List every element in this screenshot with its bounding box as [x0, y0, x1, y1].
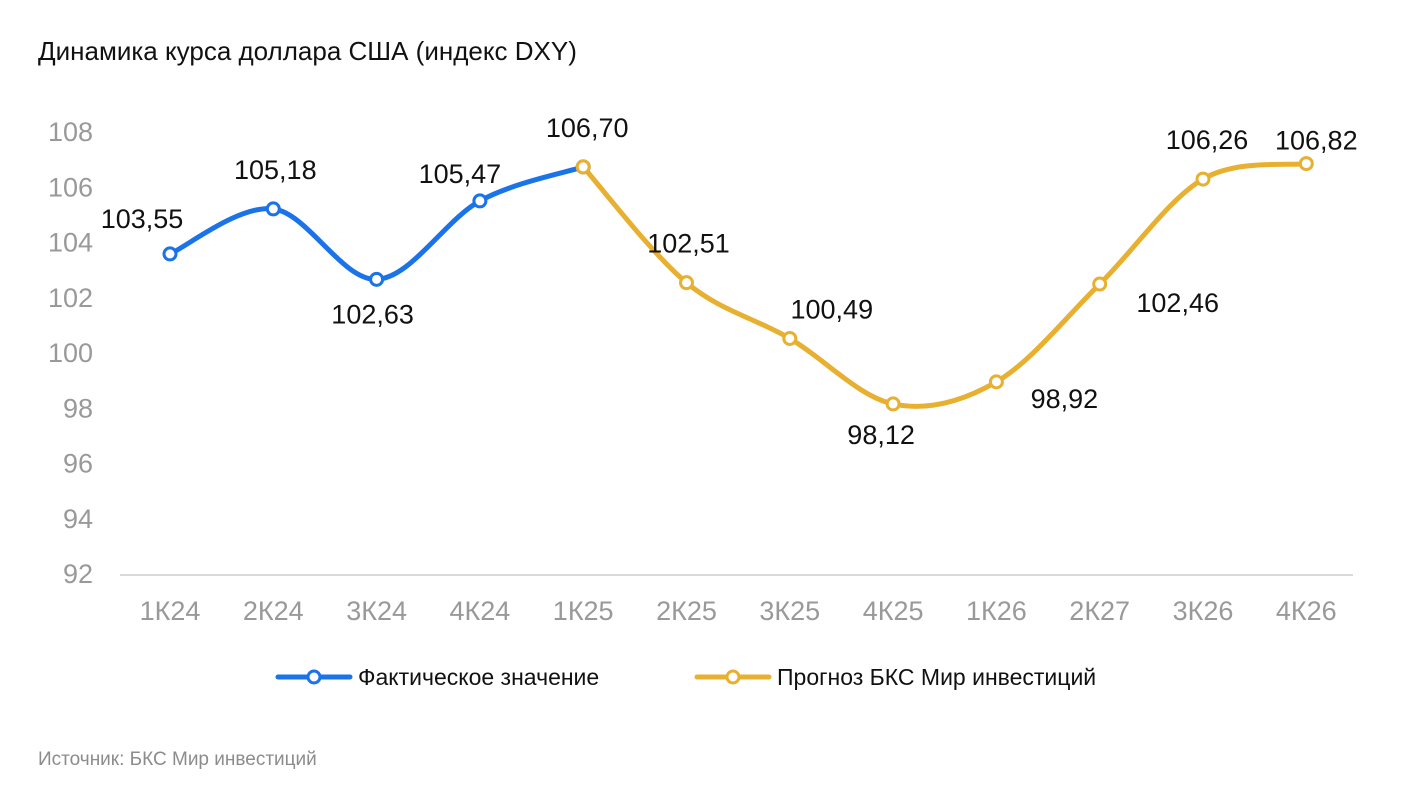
- data-label: 103,55: [101, 204, 184, 234]
- legend: Фактическое значение Прогноз БКС Мир инве…: [275, 664, 1096, 690]
- x-tick-label: 3К26: [1173, 596, 1234, 626]
- data-point: [369, 271, 385, 287]
- data-point: [1195, 171, 1211, 187]
- data-label: 106,26: [1166, 125, 1249, 155]
- legend-label: Фактическое значение: [358, 664, 599, 690]
- series-points: [162, 156, 1314, 412]
- data-label: 100,49: [791, 294, 874, 324]
- data-label: 102,63: [331, 299, 414, 329]
- x-tick-label: 1К25: [553, 596, 614, 626]
- data-point: [162, 246, 178, 262]
- x-tick-label: 2К24: [243, 596, 304, 626]
- y-tick-label: 96: [63, 449, 93, 479]
- legend-label: Прогноз БКС Мир инвестиций: [777, 664, 1096, 690]
- y-tick-label: 100: [48, 338, 93, 368]
- data-label: 102,46: [1136, 288, 1219, 318]
- data-point: [679, 275, 694, 291]
- data-point: [472, 193, 488, 209]
- data-label: 98,92: [1031, 384, 1099, 414]
- y-tick-label: 106: [48, 172, 93, 202]
- x-tick-label: 1К26: [966, 596, 1027, 626]
- data-point: [265, 201, 281, 217]
- y-tick-label: 108: [48, 117, 93, 147]
- x-tick-label: 1К24: [140, 596, 201, 626]
- legend-marker: [725, 669, 741, 685]
- data-labels: 103,55 105,18 102,63 105,47 106,70 102,51 100,…: [101, 113, 1358, 450]
- data-point: [782, 330, 798, 346]
- x-tick-label: 4К24: [450, 596, 511, 626]
- source-note: Источник: БКС Мир инвестиций: [38, 749, 317, 770]
- data-point: [575, 159, 591, 175]
- data-label: 102,51: [647, 229, 730, 259]
- y-tick-label: 104: [48, 228, 93, 258]
- data-point: [885, 396, 901, 412]
- data-point: [1298, 156, 1314, 172]
- data-label: 106,82: [1275, 126, 1358, 156]
- data-label: 105,47: [419, 159, 502, 189]
- x-tick-label: 4К25: [863, 596, 924, 626]
- x-axis-ticks: 1К24 2К24 3К24 4К24 1К25 2К25 3К25 4К25 1К26 2К27…: [140, 596, 1337, 626]
- data-label: 105,18: [234, 155, 317, 185]
- y-tick-label: 94: [63, 504, 93, 534]
- y-axis-ticks: 92 94 96 98 100 102 104 106 108: [48, 117, 93, 589]
- series-line: [167, 164, 586, 282]
- x-tick-label: 2К25: [656, 596, 717, 626]
- x-tick-label: 3К24: [346, 596, 407, 626]
- x-tick-label: 2К27: [1069, 596, 1130, 626]
- data-point: [1092, 276, 1108, 292]
- data-label: 98,12: [847, 420, 915, 450]
- data-point: [988, 374, 1004, 390]
- x-tick-label: 4К26: [1276, 596, 1337, 626]
- legend-marker: [306, 669, 322, 685]
- x-tick-label: 3К25: [759, 596, 820, 626]
- series-lines: [167, 161, 1309, 409]
- y-tick-label: 92: [63, 559, 93, 589]
- y-tick-label: 98: [63, 393, 93, 423]
- y-tick-label: 102: [48, 283, 93, 313]
- data-label: 106,70: [546, 113, 629, 143]
- chart-title: Динамика курса доллара США (индекс DXY): [38, 36, 577, 66]
